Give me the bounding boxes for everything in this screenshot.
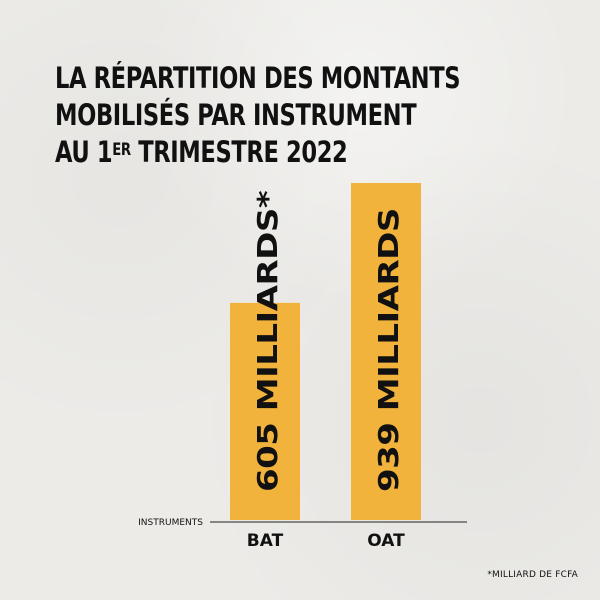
category-label-oat: OAT [367, 531, 405, 551]
data-labels: 605 MILLIARDS* 939 MILLIARDS [252, 191, 405, 492]
title-line-2: MOBILISÉS PAR INSTRUMENT [55, 98, 417, 132]
bars-group [230, 183, 421, 520]
data-label-oat: 939 MILLIARDS [373, 208, 405, 492]
bar-bat [230, 302, 300, 520]
bar-oat [351, 183, 421, 520]
data-label-bat: 605 MILLIARDS* [252, 191, 284, 492]
title-line-3: AU 1ER TRIMESTRE 2022 [55, 134, 414, 171]
title-line-3-prefix: AU 1 [55, 135, 113, 169]
title-line-3-suffix: TRIMESTRE 2022 [130, 135, 348, 169]
title-line-3-superscript: ER [112, 140, 131, 160]
footnote: *MILLIARD DE FCFA [487, 570, 578, 580]
title-line-1: LA RÉPARTITION DES MONTANTS [55, 61, 461, 95]
chart-title: LA RÉPARTITION DES MONTANTS MOBILISÉS PA… [55, 60, 461, 171]
x-tick-labels: BAT OAT [247, 531, 405, 551]
category-label-bat: BAT [247, 531, 284, 551]
x-axis-label: INSTRUMENTS [138, 518, 203, 528]
